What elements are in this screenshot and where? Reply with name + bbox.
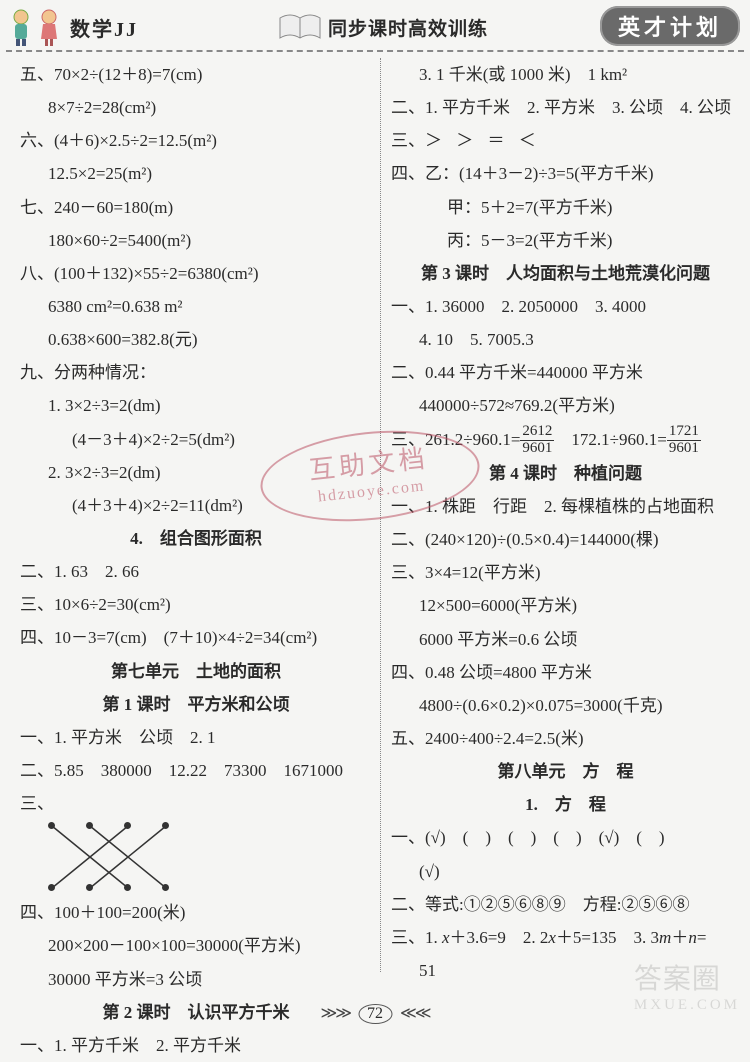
ans-line: 二、1. 平方千米 2. 平方米 3. 公顷 4. 公顷 xyxy=(391,91,740,124)
ans-line: 440000÷572≈769.2(平方米) xyxy=(391,389,740,422)
right-column: 3. 1 千米(或 1000 米) 1 km² 二、1. 平方千米 2. 平方米… xyxy=(380,58,740,972)
ans-line: 五、70×2÷(12＋8)=7(cm) xyxy=(20,58,372,91)
matching-diagram xyxy=(48,822,168,894)
ans-line: 四、10－3=7(cm) (7＋10)×4÷2=34(cm²) xyxy=(20,621,372,654)
ans-line: 四、0.48 公顷=4800 平方米 xyxy=(391,656,740,689)
text: ＋3.6=9 2. 2 xyxy=(450,928,549,947)
ans-line: 二、0.44 平方千米=440000 平方米 xyxy=(391,356,740,389)
subject-label: 数学JJ xyxy=(70,13,138,42)
ans-line: 一、1. 平方米 公顷 2. 1 xyxy=(20,721,372,754)
ans-line: 8×7÷2=28(cm²) xyxy=(20,91,372,124)
text: 172.1÷960.1= xyxy=(554,430,666,449)
ans-line: 6380 cm²=0.638 m² xyxy=(20,290,372,323)
lesson-title: 第 4 课时 种植问题 xyxy=(391,457,740,490)
text: 3. 1 千米(或 1000 米) xyxy=(419,65,571,84)
ans-line: 甲：5＋2=7(平方千米) xyxy=(391,191,740,224)
ans-line: (4－3＋4)×2÷2=5(dm²) xyxy=(20,423,372,456)
page-header: 数学JJ 同步课时高效训练 英才计划 xyxy=(0,0,750,50)
ans-line: 五、2400÷400÷2.4=2.5(米) xyxy=(391,722,740,755)
ans-line: 180×60÷2=5400(m²) xyxy=(20,224,372,257)
ans-line: 二、等式:①②⑤⑥⑧⑨ 方程:②⑤⑥⑧ xyxy=(391,888,740,921)
text: 三、261.2÷960.1= xyxy=(391,430,520,449)
ans-line: 三、1. x＋3.6=9 2. 2x＋5=135 3. 3m＋n= xyxy=(391,921,740,954)
var: n xyxy=(688,928,697,947)
deco-left: ≫≫ xyxy=(321,1005,351,1022)
ans-line: 三、 xyxy=(20,787,372,820)
ans-line: 丙：5－3=2(平方千米) xyxy=(391,224,740,257)
ans-line: 12.5×2=25(m²) xyxy=(20,157,372,190)
text: ＜ xyxy=(519,131,536,150)
var: x xyxy=(548,928,556,947)
ans-line: 九、分两种情况： xyxy=(20,356,372,389)
lesson-title: 第 1 课时 平方米和公顷 xyxy=(20,688,372,721)
ans-line: (4＋3＋4)×2÷2=11(dm²) xyxy=(20,489,372,522)
ans-line: 30000 平方米=3 公顷 xyxy=(20,963,372,996)
ans-line: (√) xyxy=(391,855,740,888)
ans-line: 二、(240×120)÷(0.5×0.4)=144000(棵) xyxy=(391,523,740,556)
deco-right: ≪≪ xyxy=(400,1005,430,1022)
ans-line: 三、3×4=12(平方米) xyxy=(391,556,740,589)
match-lines xyxy=(48,822,168,892)
ans-line: 七、240－60=180(m) xyxy=(20,191,372,224)
lesson-title: 第 3 课时 人均面积与土地荒漠化问题 xyxy=(391,257,740,290)
text: 1 km² xyxy=(588,65,628,84)
wm-line2: MXUE.COM xyxy=(634,997,740,1014)
plan-badge: 英才计划 xyxy=(600,6,740,46)
var: x xyxy=(442,928,450,947)
ans-line: 一、1. 株距 行距 2. 每棵植株的占地面积 xyxy=(391,490,740,523)
section-title: 4. 组合图形面积 xyxy=(20,522,372,555)
text: = xyxy=(697,928,707,947)
page-root: 数学JJ 同步课时高效训练 英才计划 五、70×2÷(12＋8)=7(cm) 8… xyxy=(0,0,750,1032)
unit-title: 第八单元 方 程 xyxy=(391,755,740,788)
fraction: 26129601 xyxy=(520,424,554,457)
content-columns: 五、70×2÷(12＋8)=7(cm) 8×7÷2=28(cm²) 六、(4＋6… xyxy=(0,52,750,972)
ans-line: 四、100＋100=200(米) xyxy=(20,896,372,929)
ans-line: 三、＞ ＞ ＝ ＜ xyxy=(391,124,740,157)
ans-line: 12×500=6000(平方米) xyxy=(391,589,740,622)
ans-line: 一、(√) ( ) ( ) ( ) (√) ( ) xyxy=(391,821,740,854)
ans-line: 四、乙：(14＋3－2)÷3=5(平方千米) xyxy=(391,157,740,190)
ans-line: 200×200－100×100=30000(平方米) xyxy=(20,929,372,962)
ans-line: 4800÷(0.6×0.2)×0.075=3000(千克) xyxy=(391,689,740,722)
text: ＝ xyxy=(488,131,505,150)
page-number-value: 72 xyxy=(358,1004,392,1024)
ans-line: 3. 1 千米(或 1000 米) 1 km² xyxy=(391,58,740,91)
ans-line: 二、5.85 380000 12.22 73300 1671000 xyxy=(20,754,372,787)
lesson-title: 第 2 课时 认识平方千米 xyxy=(20,996,372,1029)
text: 三、1. xyxy=(391,928,442,947)
ans-line: 一、1. 36000 2. 2050000 3. 4000 xyxy=(391,290,740,323)
ans-line: 一、1. 平方千米 2. 平方千米 xyxy=(20,1029,372,1062)
ans-line: 6000 平方米=0.6 公顷 xyxy=(391,623,740,656)
boy-icon xyxy=(8,7,34,47)
ans-line: 二、1. 63 2. 66 xyxy=(20,555,372,588)
ans-line: 2. 3×2÷3=2(dm) xyxy=(20,456,372,489)
kids-illustration xyxy=(8,7,62,47)
ans-line: 4. 10 5. 7005.3 xyxy=(391,323,740,356)
series-title: 同步课时高效训练 xyxy=(328,14,488,41)
unit-title: 第七单元 土地的面积 xyxy=(20,655,372,688)
ans-line: 八、(100＋132)×55÷2=6380(cm²) xyxy=(20,257,372,290)
ans-line: 三、261.2÷960.1=26129601 172.1÷960.1=17219… xyxy=(391,423,740,457)
text: ＋5=135 3. 3 xyxy=(556,928,659,947)
fraction: 17219601 xyxy=(667,424,701,457)
ans-line: 六、(4＋6)×2.5÷2=12.5(m²) xyxy=(20,124,372,157)
ans-line: 1. 3×2÷3=2(dm) xyxy=(20,389,372,422)
text: ＋ xyxy=(671,928,688,947)
page-number: ≫≫ 72 ≪≪ xyxy=(321,1003,430,1024)
left-column: 五、70×2÷(12＋8)=7(cm) 8×7÷2=28(cm²) 六、(4＋6… xyxy=(20,58,380,972)
text: 三、＞ xyxy=(391,131,442,150)
ans-line: 0.638×600=382.8(元) xyxy=(20,323,372,356)
text: ＞ xyxy=(456,131,473,150)
section-title: 1. 方 程 xyxy=(391,788,740,821)
open-book-icon xyxy=(278,12,322,42)
var: m xyxy=(659,928,671,947)
ans-line: 三、10×6÷2=30(cm²) xyxy=(20,588,372,621)
girl-icon xyxy=(36,7,62,47)
ans-line: 51 xyxy=(391,954,740,987)
